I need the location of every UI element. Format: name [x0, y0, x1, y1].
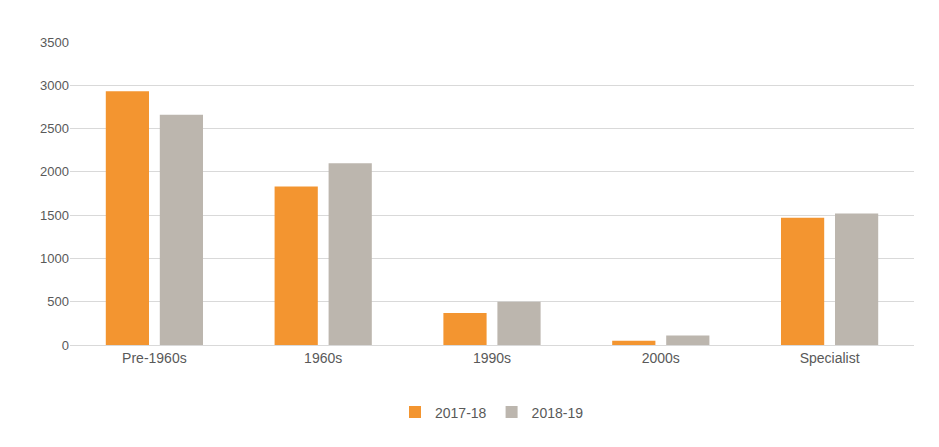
- svg-text:1990s: 1990s: [473, 350, 511, 366]
- svg-text:1960s: 1960s: [304, 350, 342, 366]
- svg-text:2017-18: 2017-18: [435, 405, 487, 421]
- svg-text:2000: 2000: [40, 164, 69, 179]
- svg-text:Specialist: Specialist: [800, 350, 860, 366]
- svg-text:Pre-1960s: Pre-1960s: [122, 350, 187, 366]
- svg-text:2000s: 2000s: [642, 350, 680, 366]
- svg-text:1000: 1000: [40, 251, 69, 266]
- svg-text:0: 0: [62, 338, 69, 353]
- svg-text:2018-19: 2018-19: [532, 405, 584, 421]
- svg-text:500: 500: [47, 294, 69, 309]
- svg-text:2500: 2500: [40, 121, 69, 136]
- svg-text:3000: 3000: [40, 78, 69, 93]
- svg-text:3500: 3500: [40, 35, 69, 50]
- svg-text:1500: 1500: [40, 208, 69, 223]
